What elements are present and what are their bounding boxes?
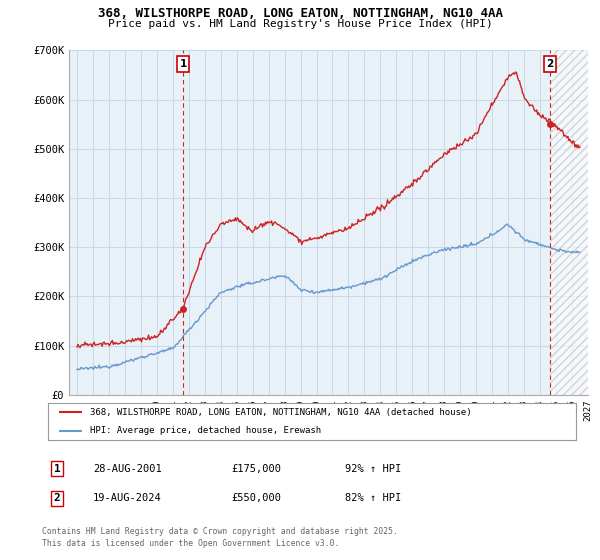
Text: 368, WILSTHORPE ROAD, LONG EATON, NOTTINGHAM, NG10 4AA (detached house): 368, WILSTHORPE ROAD, LONG EATON, NOTTIN… xyxy=(90,408,472,417)
Text: Contains HM Land Registry data © Crown copyright and database right 2025.: Contains HM Land Registry data © Crown c… xyxy=(42,528,398,536)
Text: £550,000: £550,000 xyxy=(231,493,281,503)
Text: 1: 1 xyxy=(179,59,187,69)
Text: 92% ↑ HPI: 92% ↑ HPI xyxy=(345,464,401,474)
Text: £175,000: £175,000 xyxy=(231,464,281,474)
Text: 368, WILSTHORPE ROAD, LONG EATON, NOTTINGHAM, NG10 4AA: 368, WILSTHORPE ROAD, LONG EATON, NOTTIN… xyxy=(97,7,503,20)
Text: 82% ↑ HPI: 82% ↑ HPI xyxy=(345,493,401,503)
Text: This data is licensed under the Open Government Licence v3.0.: This data is licensed under the Open Gov… xyxy=(42,539,340,548)
Text: 2: 2 xyxy=(547,59,554,69)
Text: HPI: Average price, detached house, Erewash: HPI: Average price, detached house, Erew… xyxy=(90,426,322,435)
Text: 19-AUG-2024: 19-AUG-2024 xyxy=(93,493,162,503)
Text: 2: 2 xyxy=(53,493,61,503)
Text: Price paid vs. HM Land Registry's House Price Index (HPI): Price paid vs. HM Land Registry's House … xyxy=(107,19,493,29)
Text: 1: 1 xyxy=(53,464,61,474)
Text: 28-AUG-2001: 28-AUG-2001 xyxy=(93,464,162,474)
